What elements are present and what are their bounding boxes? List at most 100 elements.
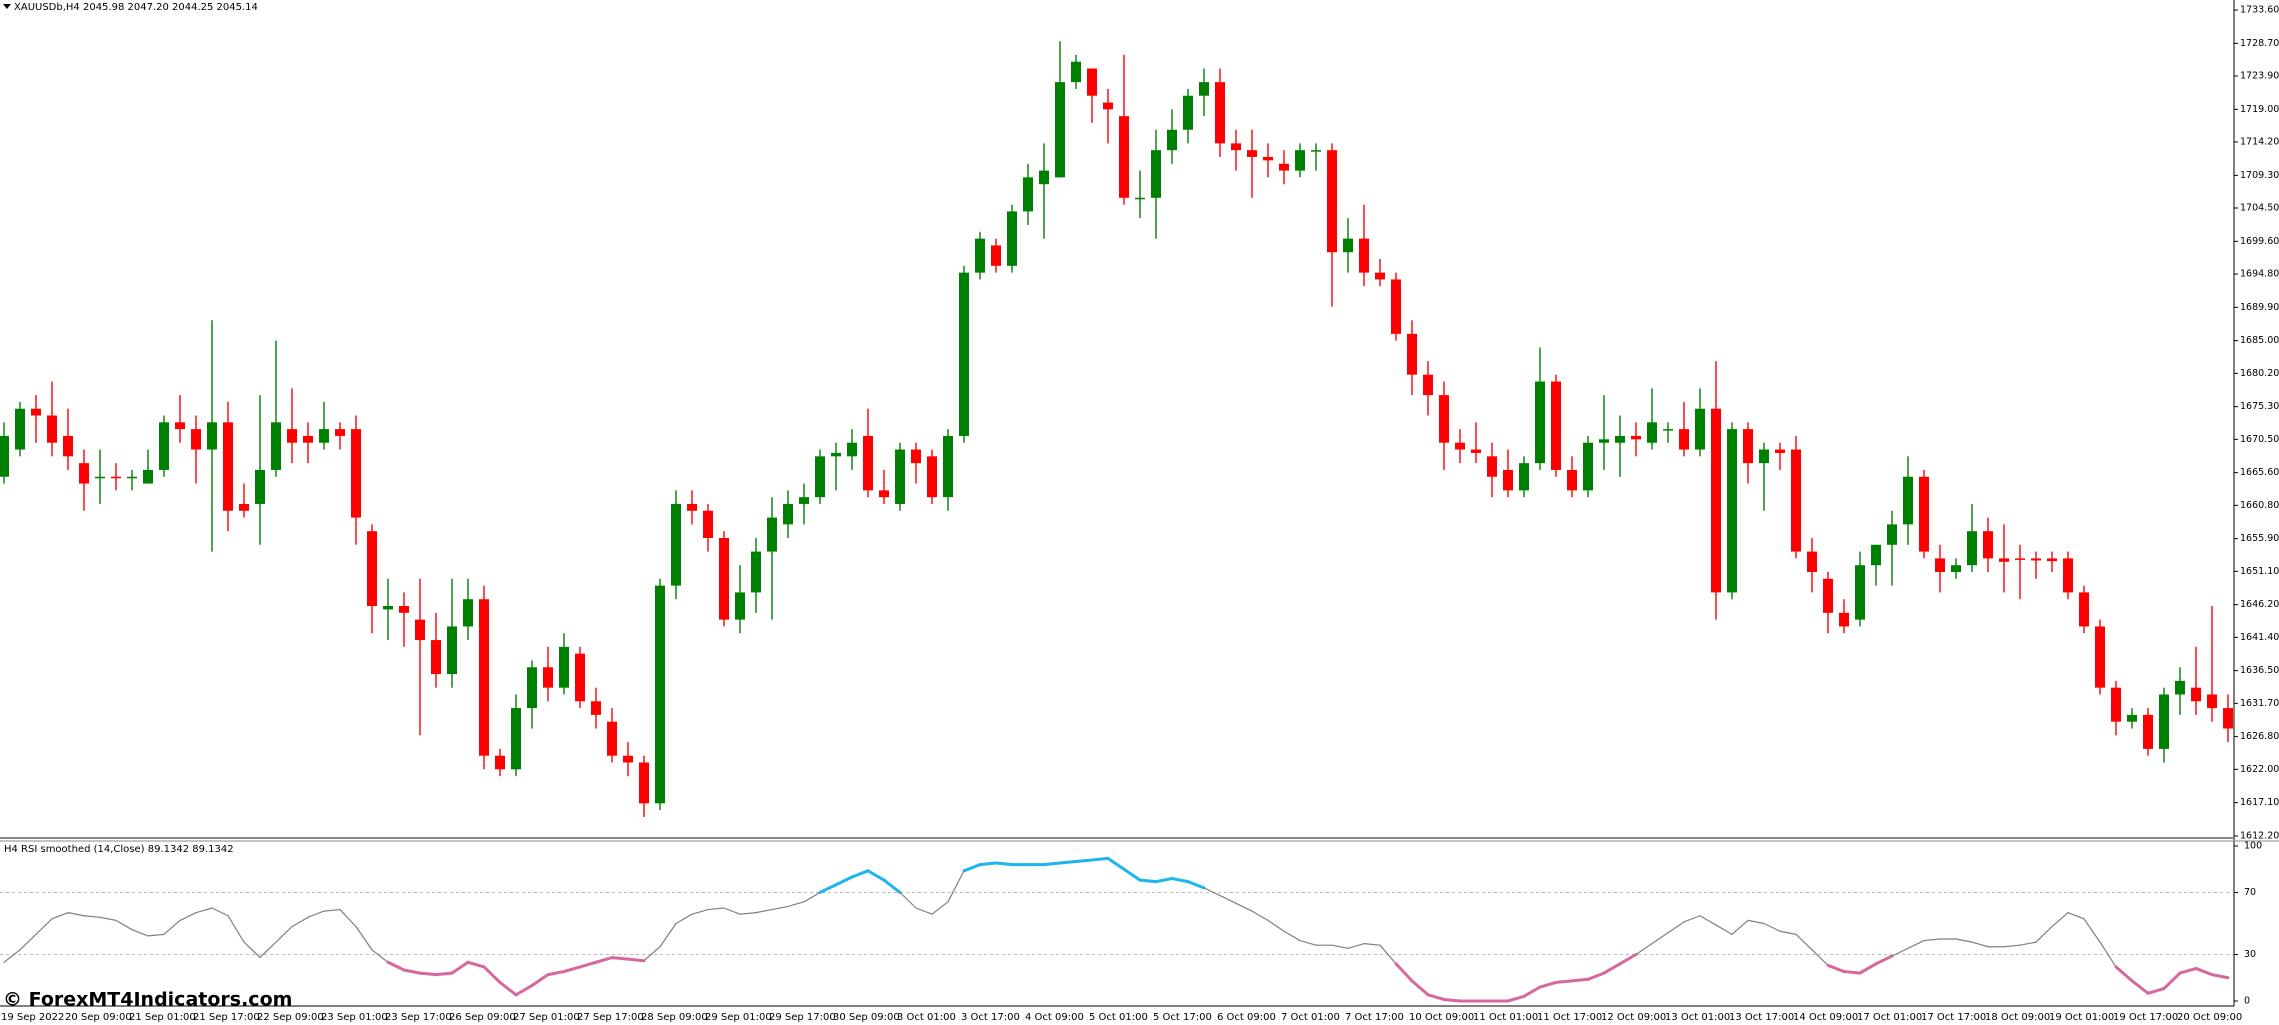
rsi-segment <box>1203 887 1221 897</box>
rsi-segment <box>83 915 101 918</box>
candle-body <box>895 449 905 504</box>
candle-body <box>1551 381 1561 470</box>
rsi-segment <box>1667 921 1685 934</box>
candle-body <box>175 422 185 430</box>
rsi-segment <box>787 901 805 908</box>
rsi-segment <box>2035 925 2053 943</box>
rsi-segment <box>1394 962 1414 983</box>
rsi-segment <box>834 875 854 887</box>
y-tick-label: 1694.80 <box>2240 268 2279 279</box>
y-tick-label: 1704.50 <box>2240 202 2279 213</box>
candle-body <box>1487 456 1497 477</box>
rsi-segment <box>1874 954 1894 966</box>
rsi-segment <box>3 949 21 963</box>
rsi-segment <box>418 971 438 977</box>
rsi-segment <box>643 946 661 962</box>
candle-body <box>1663 429 1673 431</box>
candle-body <box>1967 531 1977 566</box>
rsi-segment <box>1074 858 1094 863</box>
candle-body <box>319 429 329 443</box>
rsi-segment <box>1538 980 1558 989</box>
rsi-segment <box>179 912 197 922</box>
x-tick-label: 11 Oct 17:00 <box>1537 1012 1602 1023</box>
rsi-segment <box>1651 932 1669 945</box>
candle-body <box>1919 476 1929 552</box>
rsi-segment <box>291 916 309 928</box>
y-tick-label: 1631.70 <box>2240 698 2279 709</box>
candle-body <box>2079 592 2089 627</box>
rsi-segment <box>371 949 389 963</box>
candle-body <box>127 476 137 479</box>
candle-body <box>831 452 841 457</box>
candle-body <box>543 667 553 688</box>
candle-body <box>495 755 505 770</box>
candle-body <box>1711 408 1721 593</box>
candle-body <box>1295 150 1305 171</box>
y-tick-label: 0 <box>2244 996 2250 1007</box>
y-tick-label: 1660.80 <box>2240 500 2279 511</box>
candle-body <box>287 429 297 443</box>
candle-body <box>447 626 457 675</box>
candle-body <box>1311 150 1321 152</box>
x-tick-label: 4 Oct 09:00 <box>1025 1012 1084 1023</box>
candle-body <box>223 422 233 511</box>
rsi-segment <box>307 910 325 918</box>
rsi-segment <box>67 912 85 917</box>
rsi-segment <box>1699 915 1717 926</box>
candle-body <box>47 415 57 443</box>
rsi-segment <box>2162 971 2182 991</box>
candle-body <box>1647 422 1657 443</box>
rsi-segment <box>2210 973 2230 980</box>
candle-body <box>1455 442 1465 450</box>
rsi-segment <box>1683 915 1701 923</box>
candle-body <box>2159 694 2169 749</box>
rsi-segment <box>51 912 69 920</box>
x-tick-label: 6 Oct 09:00 <box>1217 1012 1276 1023</box>
x-tick-label: 13 Oct 17:00 <box>1729 1012 1794 1023</box>
y-tick-label: 70 <box>2244 887 2256 898</box>
x-tick-label: 28 Sep 09:00 <box>641 1012 708 1023</box>
candle-body <box>2143 714 2153 749</box>
y-tick-label: 1612.20 <box>2240 831 2279 842</box>
rsi-segment <box>882 878 902 894</box>
rsi-segment <box>402 968 422 975</box>
candle-body <box>1055 82 1065 178</box>
candle-body <box>991 245 1001 266</box>
candle-body <box>207 422 217 450</box>
x-tick-label: 5 Oct 17:00 <box>1153 1012 1212 1023</box>
rsi-segment <box>850 869 870 879</box>
rsi-segment <box>1267 919 1285 932</box>
rsi-segment <box>1602 962 1622 975</box>
x-tick-label: 21 Sep 17:00 <box>193 1012 260 1023</box>
rsi-segment <box>2003 944 2021 948</box>
candle-body <box>191 429 201 450</box>
x-tick-label: 17 Oct 17:00 <box>1921 1012 1986 1023</box>
x-tick-label: 21 Sep 01:00 <box>129 1012 196 1023</box>
x-tick-label: 12 Oct 09:00 <box>1601 1012 1666 1023</box>
candle-body <box>1887 524 1897 545</box>
rsi-segment <box>2019 941 2037 946</box>
rsi-segment <box>259 941 277 959</box>
rsi-segment <box>578 960 598 969</box>
candle-body <box>639 762 649 804</box>
rsi-segment <box>1795 933 1813 951</box>
rsi-segment <box>818 883 838 894</box>
y-tick-label: 1655.90 <box>2240 533 2279 544</box>
y-tick-label: 1651.10 <box>2240 566 2279 577</box>
rsi-segment <box>1618 953 1638 966</box>
candle-body <box>367 531 377 607</box>
candle-body <box>927 456 937 498</box>
rsi-segment <box>498 980 518 997</box>
candle-body <box>479 599 489 756</box>
rsi-segment <box>1410 979 1430 997</box>
candle-body <box>1071 61 1081 83</box>
candle-body <box>751 551 761 593</box>
rsi-segment <box>2130 979 2150 995</box>
x-tick-label: 29 Sep 01:00 <box>705 1012 772 1023</box>
candle-body <box>399 606 409 613</box>
rsi-segment <box>2178 966 2198 975</box>
candle-body <box>2047 558 2057 562</box>
rsi-segment <box>1554 979 1574 984</box>
rsi-segment <box>594 956 614 964</box>
